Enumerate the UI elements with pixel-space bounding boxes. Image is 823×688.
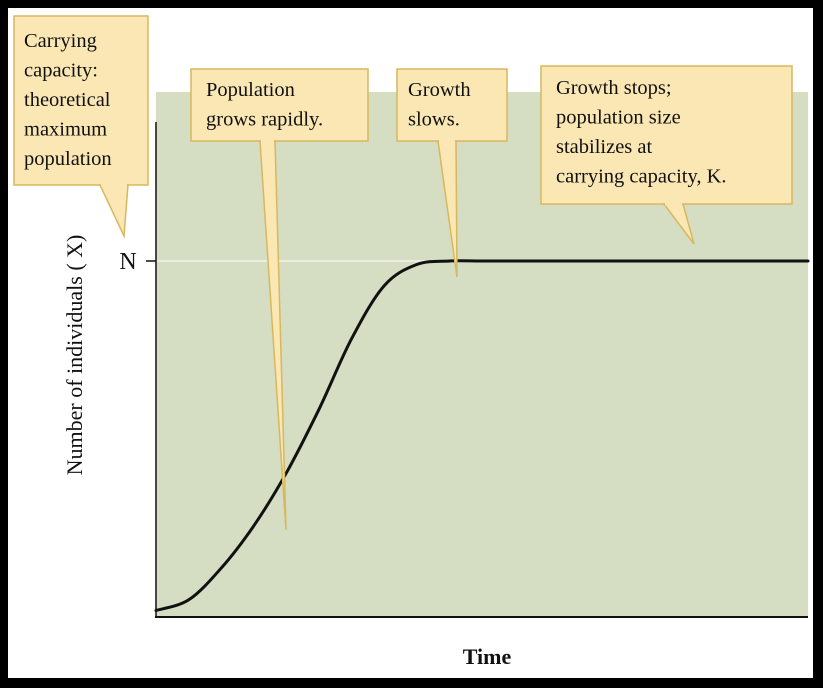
callout-text-line: stabilizes at [556,136,653,158]
callout-text-line: Population [206,79,295,101]
x-axis-label: Time [463,644,512,669]
callout-box [13,15,149,186]
callout-rapid: Population grows rapidly. [190,68,369,531]
callout-text-line: Growth [408,79,471,101]
callout-text-line: maximum [24,119,107,141]
y-tick-label-n: N [119,249,136,275]
callout-text-line: capacity: [24,60,98,82]
callout-slows: Growth slows. [396,68,508,278]
callout-box [190,68,369,142]
callout-box [396,68,508,142]
y-axis-label: Number of individuals ( X) [62,235,87,476]
callout-text-line: Growth stops; [556,77,672,99]
callout-carrying: Carrying capacity: theoretical maximum popul… [13,15,149,239]
callout-text-line: slows. [408,109,460,131]
population-curve [154,259,810,612]
callout-text-line: carrying capacity, K. [556,166,727,188]
callout-box [540,65,793,205]
callout-text-line: population [24,148,112,170]
callout-text-line: Carrying [24,30,97,52]
callout-text-line: theoretical [24,89,111,111]
callout-stops: Growth stops; population size stabilizes a… [540,65,793,245]
callout-layer: Carrying capacity: theoretical maximum popul… [13,15,793,531]
callout-pointer [98,184,129,239]
callout-text-line: population size [556,107,681,129]
y-label-patch [104,349,134,405]
callout-text-line: grows rapidly. [206,109,323,131]
